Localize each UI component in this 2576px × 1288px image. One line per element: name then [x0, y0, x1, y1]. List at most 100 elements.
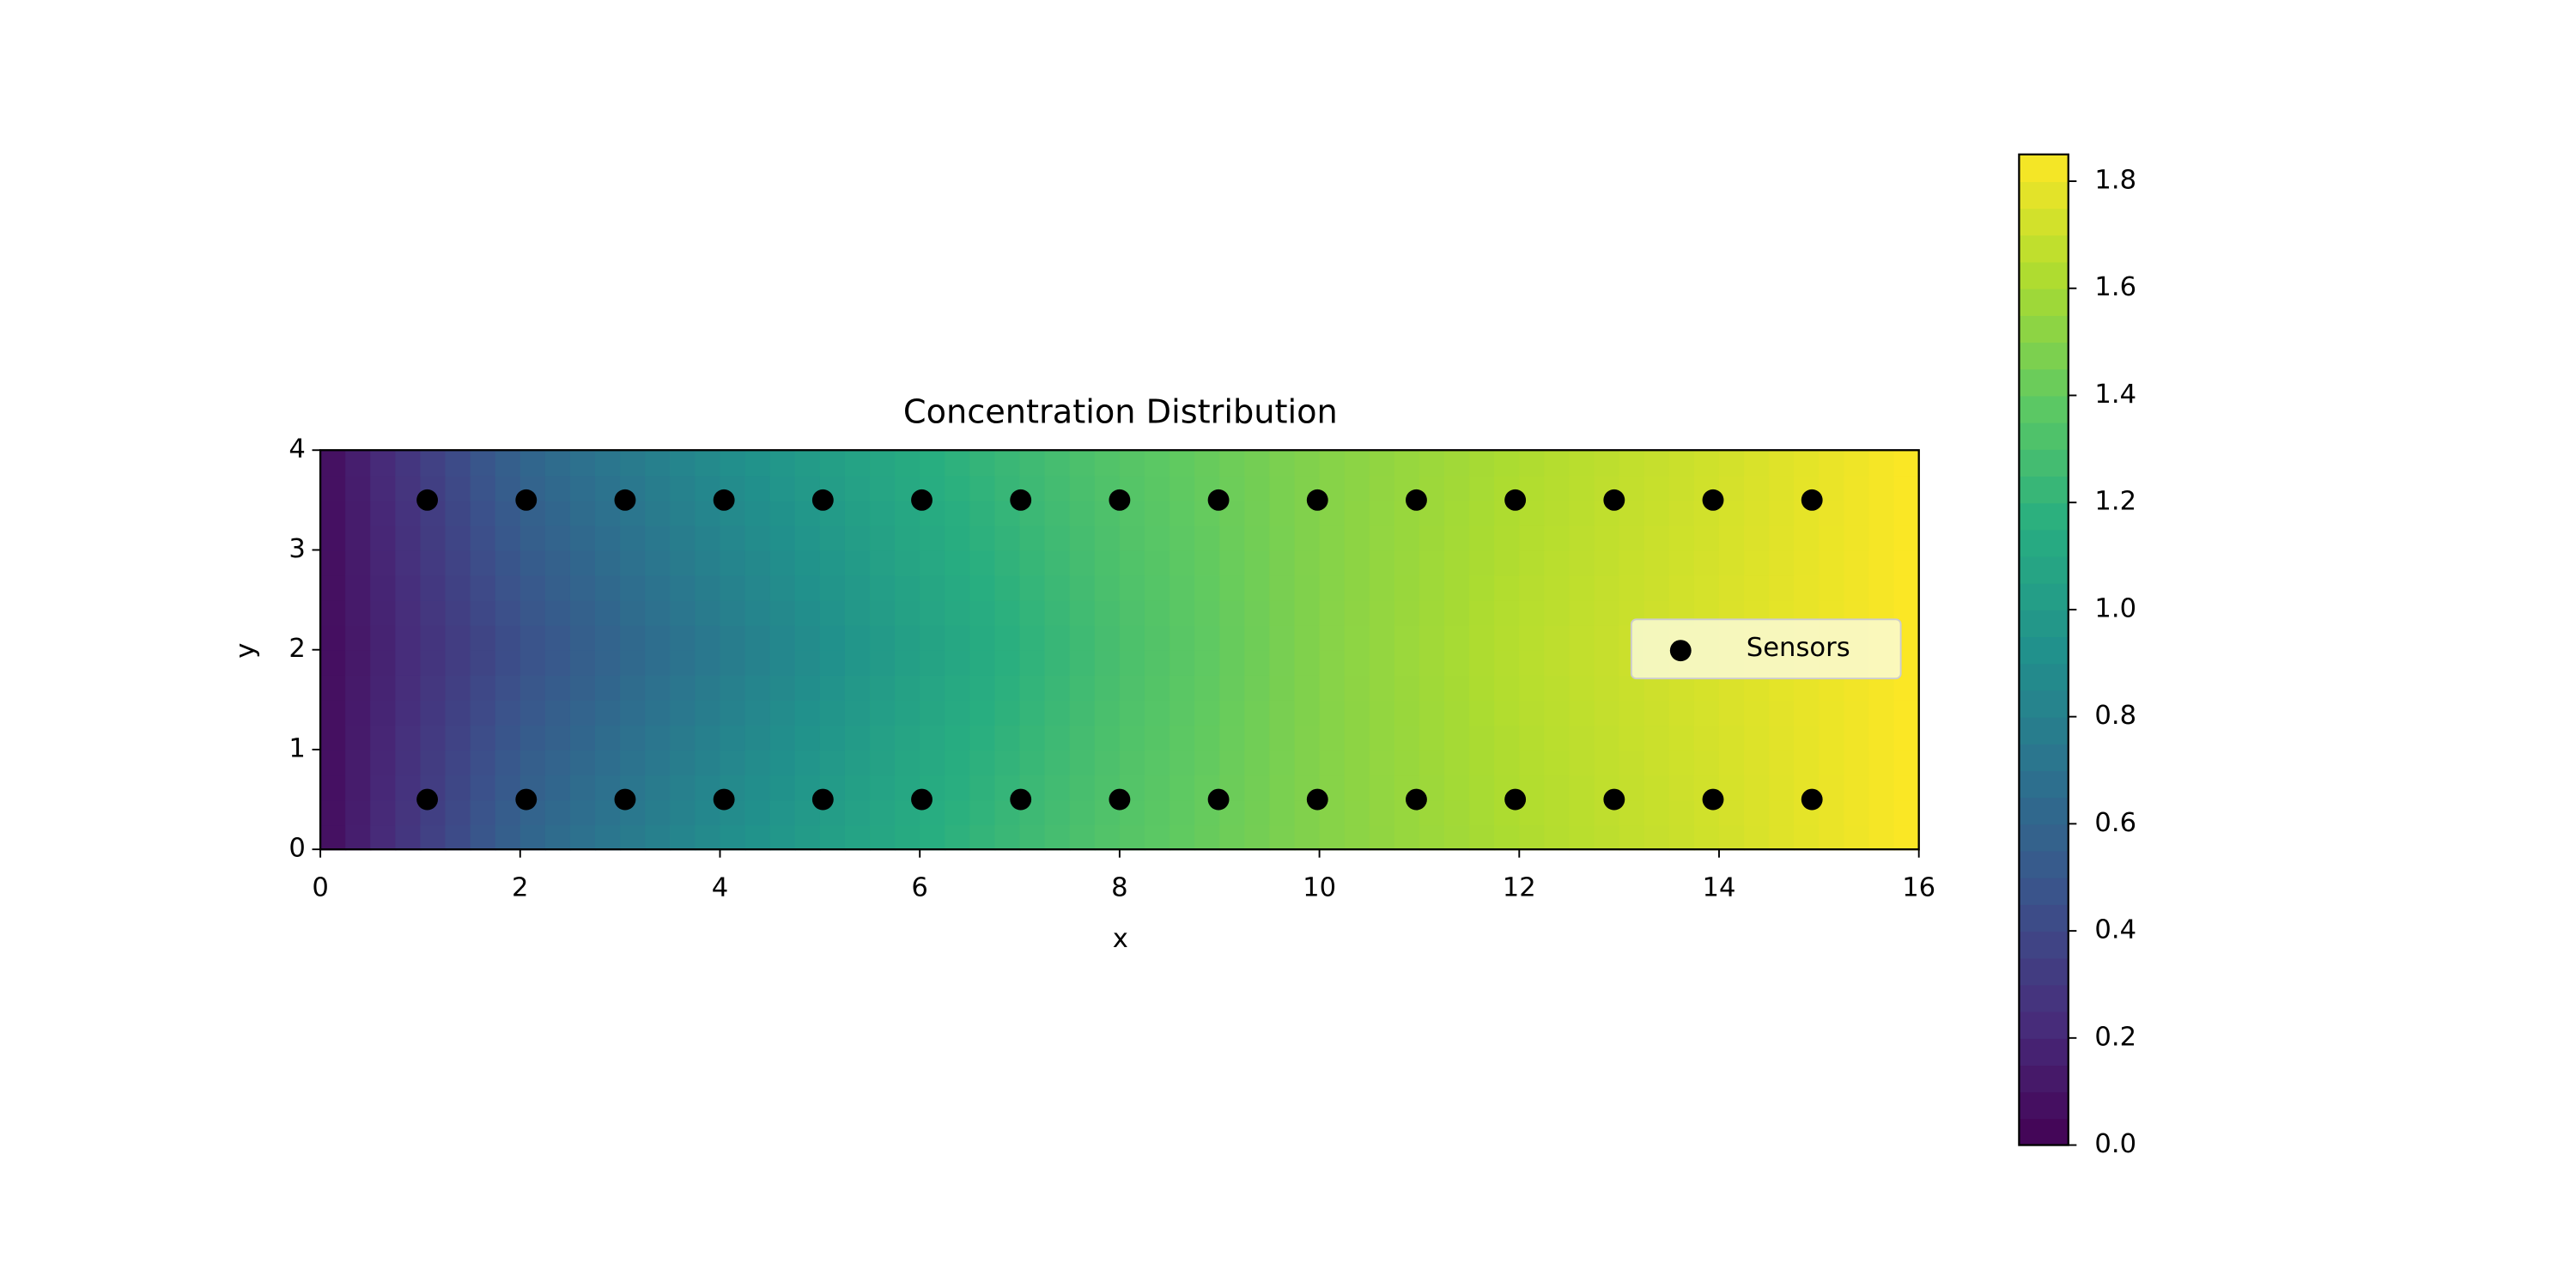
- contour-cell: [1044, 525, 1071, 551]
- colorbar-band: [2019, 984, 2069, 1012]
- contour-cell: [945, 599, 971, 626]
- colorbar-band: [2019, 314, 2069, 343]
- contour-cell: [569, 500, 597, 526]
- contour-cell: [994, 525, 1021, 551]
- contour-cell: [345, 799, 372, 826]
- contour-cell: [670, 599, 696, 626]
- contour-cell: [720, 624, 746, 651]
- contour-cell: [370, 574, 397, 601]
- contour-cell: [1444, 774, 1471, 801]
- contour-cell: [1419, 699, 1446, 726]
- contour-cell: [1469, 525, 1496, 551]
- contour-cell: [670, 525, 696, 551]
- contour-cell: [1419, 525, 1446, 551]
- colorbar-band: [2019, 931, 2069, 959]
- contour-cell: [945, 525, 971, 551]
- contour-cell: [1244, 824, 1271, 851]
- contour-cell: [345, 475, 372, 501]
- contour-cell: [769, 724, 796, 751]
- contour-cell: [1344, 649, 1370, 676]
- contour-cell: [1144, 824, 1171, 851]
- contour-cell: [1544, 450, 1571, 477]
- contour-cell: [1619, 525, 1645, 551]
- contour-cell: [544, 599, 572, 626]
- contour-cell: [370, 749, 397, 776]
- contour-cell: [569, 799, 597, 826]
- contour-cell: [1194, 724, 1221, 751]
- contour-cell: [395, 824, 422, 851]
- contour-cell: [1319, 450, 1346, 477]
- contour-cell: [395, 599, 422, 626]
- contour-cell: [1419, 550, 1446, 576]
- contour-cell: [895, 749, 921, 776]
- contour-cell: [819, 649, 847, 676]
- contour-cell: [1019, 574, 1046, 601]
- contour-cell: [1668, 500, 1696, 526]
- contour-cell: [994, 749, 1021, 776]
- contour-cell: [1369, 724, 1396, 751]
- x-tick-label: 4: [712, 873, 728, 903]
- contour-cell: [994, 450, 1021, 477]
- contour-cell: [595, 649, 622, 676]
- contour-cell: [1319, 624, 1346, 651]
- contour-cell: [920, 550, 946, 576]
- contour-cell: [445, 599, 471, 626]
- contour-cell: [1394, 724, 1421, 751]
- contour-cell: [895, 525, 921, 551]
- contour-cell: [320, 475, 347, 501]
- contour-cell: [370, 525, 397, 551]
- contour-cell: [1094, 599, 1121, 626]
- sensor-point: [1406, 788, 1427, 811]
- contour-cell: [1194, 649, 1221, 676]
- contour-cell: [1269, 500, 1296, 526]
- contour-cell: [1619, 724, 1645, 751]
- contour-cell: [1718, 500, 1746, 526]
- contour-cell: [920, 674, 946, 701]
- contour-cell: [544, 525, 572, 551]
- contour-cell: [1744, 724, 1771, 751]
- contour-cell: [1469, 799, 1496, 826]
- contour-cell: [1693, 450, 1721, 477]
- contour-cell: [1444, 624, 1471, 651]
- contour-cell: [395, 699, 422, 726]
- contour-cell: [445, 525, 471, 551]
- contour-cell: [1444, 649, 1471, 676]
- contour-cell: [470, 724, 496, 751]
- contour-cell: [1294, 749, 1321, 776]
- colorbar-band: [2019, 1118, 2069, 1146]
- contour-cell: [1569, 724, 1595, 751]
- contour-cell: [1369, 525, 1396, 551]
- sensor-point: [1702, 788, 1724, 811]
- contour-cell: [794, 724, 821, 751]
- contour-cell: [1844, 724, 1870, 751]
- contour-cell: [1544, 799, 1571, 826]
- contour-cell: [1519, 450, 1546, 477]
- contour-cell: [645, 550, 671, 576]
- contour-cell: [994, 599, 1021, 626]
- contour-cell: [819, 724, 847, 751]
- x-tick-label: 8: [1111, 873, 1127, 903]
- contour-cell: [595, 824, 622, 851]
- contour-cell: [1769, 724, 1795, 751]
- contour-cell: [395, 624, 422, 651]
- contour-cell: [1893, 525, 1920, 551]
- contour-cell: [1594, 649, 1620, 676]
- contour-cell: [1444, 574, 1471, 601]
- sensor-point: [911, 489, 933, 511]
- contour-cell: [1844, 525, 1870, 551]
- contour-cell: [1769, 799, 1795, 826]
- contour-cell: [969, 774, 996, 801]
- chart-title: Concentration Distribution: [903, 393, 1338, 432]
- contour-cell: [1769, 525, 1795, 551]
- contour-cell: [720, 550, 746, 576]
- contour-cell: [1094, 824, 1121, 851]
- contour-cell: [1868, 749, 1895, 776]
- colorbar-band: [2019, 636, 2069, 665]
- contour-cell: [920, 624, 946, 651]
- contour-cell: [1544, 824, 1571, 851]
- contour-cell: [670, 774, 696, 801]
- colorbar-band: [2019, 556, 2069, 584]
- contour-cell: [844, 574, 872, 601]
- contour-cell: [544, 649, 572, 676]
- contour-cell: [1594, 674, 1620, 701]
